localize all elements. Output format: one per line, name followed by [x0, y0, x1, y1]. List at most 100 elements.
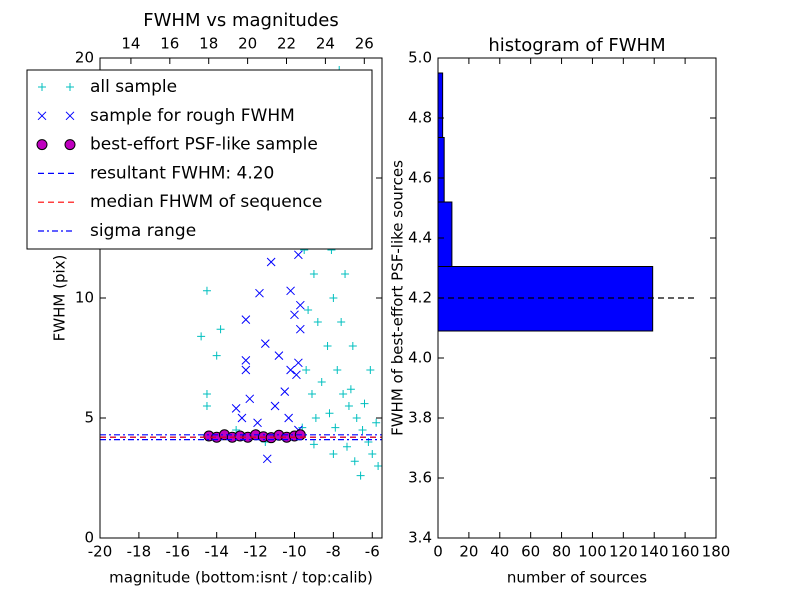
y-tick-label: 4.4 [408, 229, 432, 247]
marker [358, 426, 367, 434]
x-tick-label: -20 [88, 543, 113, 561]
marker [295, 300, 305, 310]
x-tick-label: 180 [702, 543, 731, 561]
x-tick-label: -10 [282, 543, 307, 561]
x-tick-label: -16 [166, 543, 191, 561]
x2-tick-label: 14 [121, 35, 140, 53]
y-tick-label: 4.6 [408, 169, 432, 187]
x-axis-label: magnitude (bottom:isnt / top:calib) [109, 569, 373, 587]
marker [372, 418, 381, 427]
x-tick-label: 120 [609, 543, 638, 561]
x-tick-label: 20 [459, 543, 478, 561]
marker [366, 366, 375, 374]
bar [437, 72, 444, 138]
marker [202, 402, 211, 410]
marker [262, 454, 272, 464]
x-tick-label: 40 [490, 543, 509, 561]
marker [304, 306, 313, 314]
marker [241, 365, 251, 375]
marker [241, 356, 251, 365]
x-tick-label: 140 [640, 543, 669, 561]
y-tick-label: 3.8 [408, 409, 432, 427]
marker [231, 404, 241, 413]
marker [325, 409, 334, 418]
bar [437, 266, 654, 332]
marker [241, 315, 251, 324]
chart-title: histogram of FWHM [488, 35, 665, 56]
marker [266, 257, 276, 267]
x-tick-label: -18 [127, 543, 152, 561]
marker [313, 318, 322, 326]
legend-label: resultant FWHM: 4.20 [90, 163, 274, 183]
marker [292, 370, 301, 380]
marker [295, 324, 305, 334]
x2-tick-label: 20 [238, 35, 257, 53]
marker [356, 471, 365, 480]
x-tick-label: 100 [578, 543, 607, 561]
marker [212, 351, 221, 360]
marker [337, 318, 346, 326]
x-tick-label: 160 [671, 543, 700, 561]
marker [346, 385, 355, 394]
bar [437, 137, 445, 203]
marker [274, 351, 284, 360]
marker [368, 450, 377, 458]
marker [350, 457, 359, 466]
x2-tick-label: 24 [316, 35, 335, 53]
marker [317, 378, 326, 386]
marker [280, 387, 290, 396]
marker [197, 332, 206, 341]
marker [270, 401, 280, 411]
legend-label: sigma range [90, 221, 196, 241]
marker [237, 413, 247, 423]
x2-tick-label: 16 [160, 35, 179, 53]
legend-label: sample for rough FWHM [90, 106, 295, 126]
marker [341, 270, 350, 278]
x-tick-label: -14 [204, 543, 229, 561]
marker [286, 286, 295, 296]
marker [329, 450, 338, 458]
marker [36, 139, 48, 151]
marker [65, 111, 75, 121]
y-tick-label: 0 [84, 529, 94, 547]
legend-label: median FHWM of sequence [90, 192, 322, 212]
y-tick-label: 4.2 [408, 289, 432, 307]
marker [302, 366, 311, 374]
x2-tick-label: 18 [199, 35, 218, 53]
x2-tick-label: 26 [355, 35, 374, 53]
marker [66, 83, 74, 91]
marker [333, 366, 342, 374]
marker [202, 390, 211, 398]
marker [216, 325, 225, 334]
marker [37, 111, 47, 121]
marker [286, 365, 295, 375]
y-tick-label: 20 [75, 49, 94, 67]
marker [344, 402, 353, 410]
marker [339, 390, 348, 398]
marker [64, 139, 76, 151]
marker [374, 462, 383, 470]
marker [202, 286, 211, 295]
marker [284, 413, 294, 423]
legend-label: all sample [90, 77, 177, 97]
x2-tick-label: 22 [277, 35, 296, 53]
marker [245, 394, 255, 404]
marker [294, 250, 303, 260]
y-tick-label: 3.6 [408, 469, 432, 487]
y-tick-label: 4.0 [408, 349, 432, 367]
legend: all sample sample for rough FWHM best-effo… [26, 69, 373, 250]
legend-label: best-effort PSF-like sample [90, 135, 318, 155]
y-tick-label: 4.8 [408, 109, 432, 127]
marker [38, 83, 46, 91]
marker [260, 339, 270, 348]
x-tick-label: 80 [552, 543, 571, 561]
x-axis-label: number of sources [507, 569, 647, 587]
marker [307, 390, 316, 398]
bar [437, 201, 453, 267]
x-tick-label: -12 [243, 543, 268, 561]
marker [311, 414, 320, 422]
marker [342, 442, 351, 451]
marker [360, 399, 369, 408]
y-tick-label: 10 [75, 289, 94, 307]
